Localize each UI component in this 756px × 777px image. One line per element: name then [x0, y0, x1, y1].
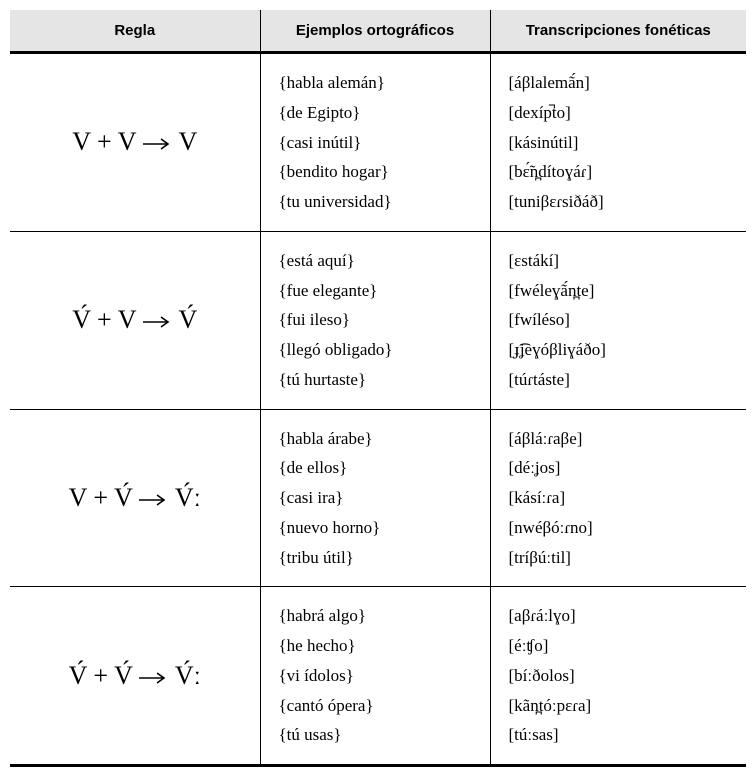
- example-item: {fui ileso}: [279, 305, 472, 335]
- phonetic-item: [ɛstákí]: [509, 246, 729, 276]
- table-row: V + V́V́ː{habla árabe}{de ellos}{casi ir…: [10, 409, 746, 587]
- table-row: V́ + VV́{está aquí}{fue elegante}{fui il…: [10, 231, 746, 409]
- example-item: {tú usas}: [279, 720, 472, 750]
- phonetic-item: [fwíléso]: [509, 305, 729, 335]
- example-item: {está aquí}: [279, 246, 472, 276]
- phonetic-item: [bɛ̃́n̪dítoɣáɾ]: [509, 157, 729, 187]
- examples-cell: {habla alemán}{de Egipto}{casi inútil}{b…: [260, 53, 490, 232]
- phonetic-cell: [aβɾáːlɣo][éːʧo][bíːðolos][kãn̪tóːpɛɾa][…: [490, 587, 746, 766]
- example-item: {de Egipto}: [279, 98, 472, 128]
- phonetic-item: [áβlalemã́n]: [509, 68, 729, 98]
- phonetic-item: [túːsas]: [509, 720, 729, 750]
- header-examples: Ejemplos ortográficos: [260, 10, 490, 53]
- phonetic-cell: [ɛstákí][fwéleɣã́n̪te][fwíléso][ɟ͡ʝeɣóβl…: [490, 231, 746, 409]
- example-item: {de ellos}: [279, 453, 472, 483]
- phonetic-item: [fwéleɣã́n̪te]: [509, 276, 729, 306]
- phonetic-cell: [áβlalemã́n][dexíp̚to][kásinútil][bɛ̃́n̪…: [490, 53, 746, 232]
- phonetic-item: [déːʝos]: [509, 453, 729, 483]
- examples-cell: {habla árabe}{de ellos}{casi ira}{nuevo …: [260, 409, 490, 587]
- example-item: {tu universidad}: [279, 187, 472, 217]
- header-phonetic: Transcripciones fonéticas: [490, 10, 746, 53]
- example-item: {habrá algo}: [279, 601, 472, 631]
- example-item: {bendito hogar}: [279, 157, 472, 187]
- phonetic-item: [ɟ͡ʝeɣóβliɣáðo]: [509, 335, 729, 365]
- rule-cell: V + VV: [10, 53, 260, 232]
- table-row: V + VV{habla alemán}{de Egipto}{casi inú…: [10, 53, 746, 232]
- example-item: {vi ídolos}: [279, 661, 472, 691]
- rule-cell: V + V́V́ː: [10, 409, 260, 587]
- phonetic-item: [tríβúːtil]: [509, 543, 729, 573]
- phonetic-item: [tuniβɛɾsiðáð]: [509, 187, 729, 217]
- phonetic-item: [túɾtáste]: [509, 365, 729, 395]
- header-rule: Regla: [10, 10, 260, 53]
- phonetic-item: [bíːðolos]: [509, 661, 729, 691]
- phonetic-cell: [áβláːɾaβe][déːʝos][kásíːɾa][nwéβóːɾno][…: [490, 409, 746, 587]
- phonetic-item: [áβláːɾaβe]: [509, 424, 729, 454]
- example-item: {casi inútil}: [279, 128, 472, 158]
- example-item: {he hecho}: [279, 631, 472, 661]
- rule-cell: V́ + V́V́ː: [10, 587, 260, 766]
- example-item: {habla árabe}: [279, 424, 472, 454]
- example-item: {habla alemán}: [279, 68, 472, 98]
- example-item: {casi ira}: [279, 483, 472, 513]
- example-item: {tú hurtaste}: [279, 365, 472, 395]
- example-item: {llegó obligado}: [279, 335, 472, 365]
- example-item: {tribu útil}: [279, 543, 472, 573]
- examples-cell: {está aquí}{fue elegante}{fui ileso}{lle…: [260, 231, 490, 409]
- header-row: Regla Ejemplos ortográficos Transcripcio…: [10, 10, 746, 53]
- phonetic-item: [éːʧo]: [509, 631, 729, 661]
- phonetic-item: [kãn̪tóːpɛɾa]: [509, 691, 729, 721]
- rule-cell: V́ + VV́: [10, 231, 260, 409]
- examples-cell: {habrá algo}{he hecho}{vi ídolos}{cantó …: [260, 587, 490, 766]
- rules-table: Regla Ejemplos ortográficos Transcripcio…: [10, 10, 746, 767]
- table-row: V́ + V́V́ː{habrá algo}{he hecho}{vi ídol…: [10, 587, 746, 766]
- example-item: {nuevo horno}: [279, 513, 472, 543]
- phonetic-item: [kásíːɾa]: [509, 483, 729, 513]
- example-item: {cantó ópera}: [279, 691, 472, 721]
- phonetic-item: [dexíp̚to]: [509, 98, 729, 128]
- example-item: {fue elegante}: [279, 276, 472, 306]
- phonetic-item: [nwéβóːɾno]: [509, 513, 729, 543]
- table-body: V + VV{habla alemán}{de Egipto}{casi inú…: [10, 53, 746, 766]
- phonetic-item: [kásinútil]: [509, 128, 729, 158]
- phonetic-item: [aβɾáːlɣo]: [509, 601, 729, 631]
